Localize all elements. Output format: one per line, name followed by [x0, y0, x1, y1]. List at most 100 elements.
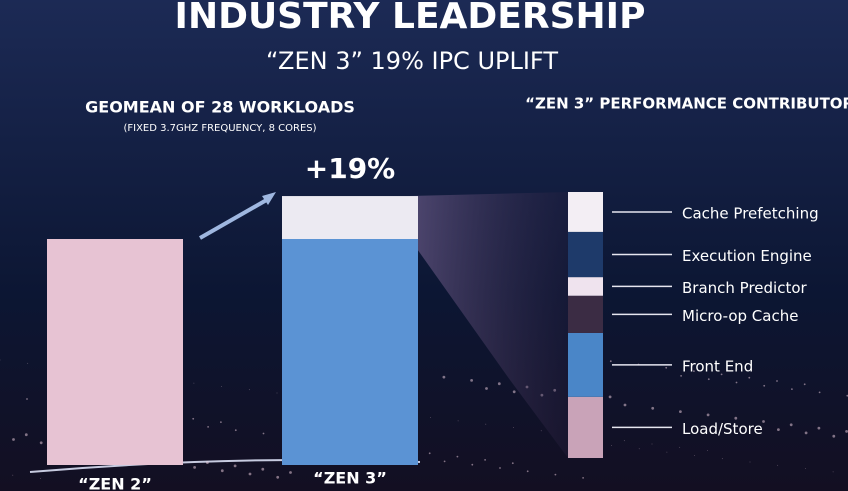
- star: [762, 420, 765, 423]
- star: [248, 472, 252, 476]
- star: [24, 433, 28, 437]
- star: [513, 427, 514, 428]
- star: [832, 434, 836, 438]
- star: [456, 455, 459, 458]
- bar-baseline-part: [282, 239, 418, 465]
- star: [497, 382, 501, 386]
- chart-title: GEOMEAN OF 28 WORKLOADS: [85, 98, 355, 117]
- star: [39, 441, 43, 445]
- star: [276, 392, 278, 394]
- star: [193, 466, 197, 469]
- star: [763, 384, 766, 387]
- star: [608, 395, 612, 399]
- star: [734, 416, 738, 420]
- star: [777, 428, 780, 431]
- contributors-title: “ZEN 3” PERFORMANCE CONTRIBUTORS: [525, 95, 848, 113]
- star: [276, 475, 280, 479]
- star: [804, 431, 808, 435]
- star: [526, 470, 529, 473]
- star: [248, 389, 250, 391]
- star: [554, 473, 557, 476]
- segment: [568, 277, 603, 296]
- star: [791, 388, 793, 390]
- star: [707, 378, 710, 381]
- star: [485, 387, 488, 390]
- star: [485, 423, 487, 425]
- connector: [410, 192, 568, 458]
- star: [679, 410, 682, 413]
- star: [233, 464, 237, 468]
- star: [471, 463, 474, 466]
- star: [651, 443, 653, 445]
- star: [207, 426, 210, 428]
- star: [707, 450, 708, 451]
- star: [694, 455, 695, 456]
- slide-title: INDUSTRY LEADERSHIP: [175, 0, 646, 37]
- star: [234, 429, 237, 432]
- star: [748, 376, 751, 379]
- star: [845, 430, 848, 433]
- star: [651, 406, 655, 410]
- star: [623, 440, 625, 442]
- star: [457, 420, 459, 422]
- star: [611, 445, 612, 446]
- star: [638, 448, 640, 450]
- segment: [568, 295, 603, 333]
- star: [665, 366, 668, 369]
- segment: [568, 332, 603, 397]
- star: [680, 375, 682, 377]
- star: [720, 373, 723, 376]
- star: [289, 471, 292, 474]
- bar: [47, 239, 183, 465]
- star: [749, 461, 751, 463]
- segment: [568, 396, 603, 458]
- arrow: [199, 196, 271, 240]
- star: [512, 390, 516, 394]
- star: [789, 423, 793, 427]
- star: [511, 462, 514, 465]
- x-tick-label: “ZEN 2”: [78, 475, 152, 491]
- star: [40, 478, 41, 479]
- star: [220, 469, 224, 473]
- star: [27, 362, 29, 364]
- segment: [568, 192, 603, 232]
- star: [221, 386, 223, 387]
- star: [832, 471, 834, 473]
- star: [679, 446, 681, 448]
- arrowhead: [262, 192, 276, 205]
- star: [26, 398, 28, 400]
- star: [805, 468, 806, 469]
- star: [316, 474, 320, 478]
- star: [442, 375, 446, 379]
- star: [693, 370, 695, 372]
- legend-label: Execution Engine: [682, 247, 812, 265]
- star: [666, 451, 668, 453]
- star: [499, 467, 501, 469]
- star: [428, 452, 431, 455]
- star: [470, 379, 473, 382]
- star: [540, 430, 542, 432]
- star: [777, 464, 779, 466]
- star: [262, 432, 265, 435]
- star: [803, 383, 806, 386]
- legend-label: Front End: [682, 357, 753, 375]
- star: [430, 417, 431, 418]
- slide-subtitle: “ZEN 3” 19% IPC UPLIFT: [266, 47, 558, 75]
- annotation: +19%: [305, 152, 395, 185]
- star: [261, 467, 265, 471]
- star: [443, 460, 446, 463]
- star: [706, 413, 710, 417]
- star: [818, 391, 821, 394]
- star: [220, 421, 222, 423]
- star: [206, 461, 209, 464]
- star: [193, 382, 195, 384]
- star: [735, 381, 738, 384]
- star: [12, 438, 15, 441]
- legend-label: Branch Predictor: [682, 279, 808, 297]
- star: [721, 458, 723, 460]
- star: [192, 417, 195, 420]
- star: [776, 380, 778, 382]
- star: [484, 459, 486, 461]
- legend-label: Micro-op Cache: [682, 307, 798, 325]
